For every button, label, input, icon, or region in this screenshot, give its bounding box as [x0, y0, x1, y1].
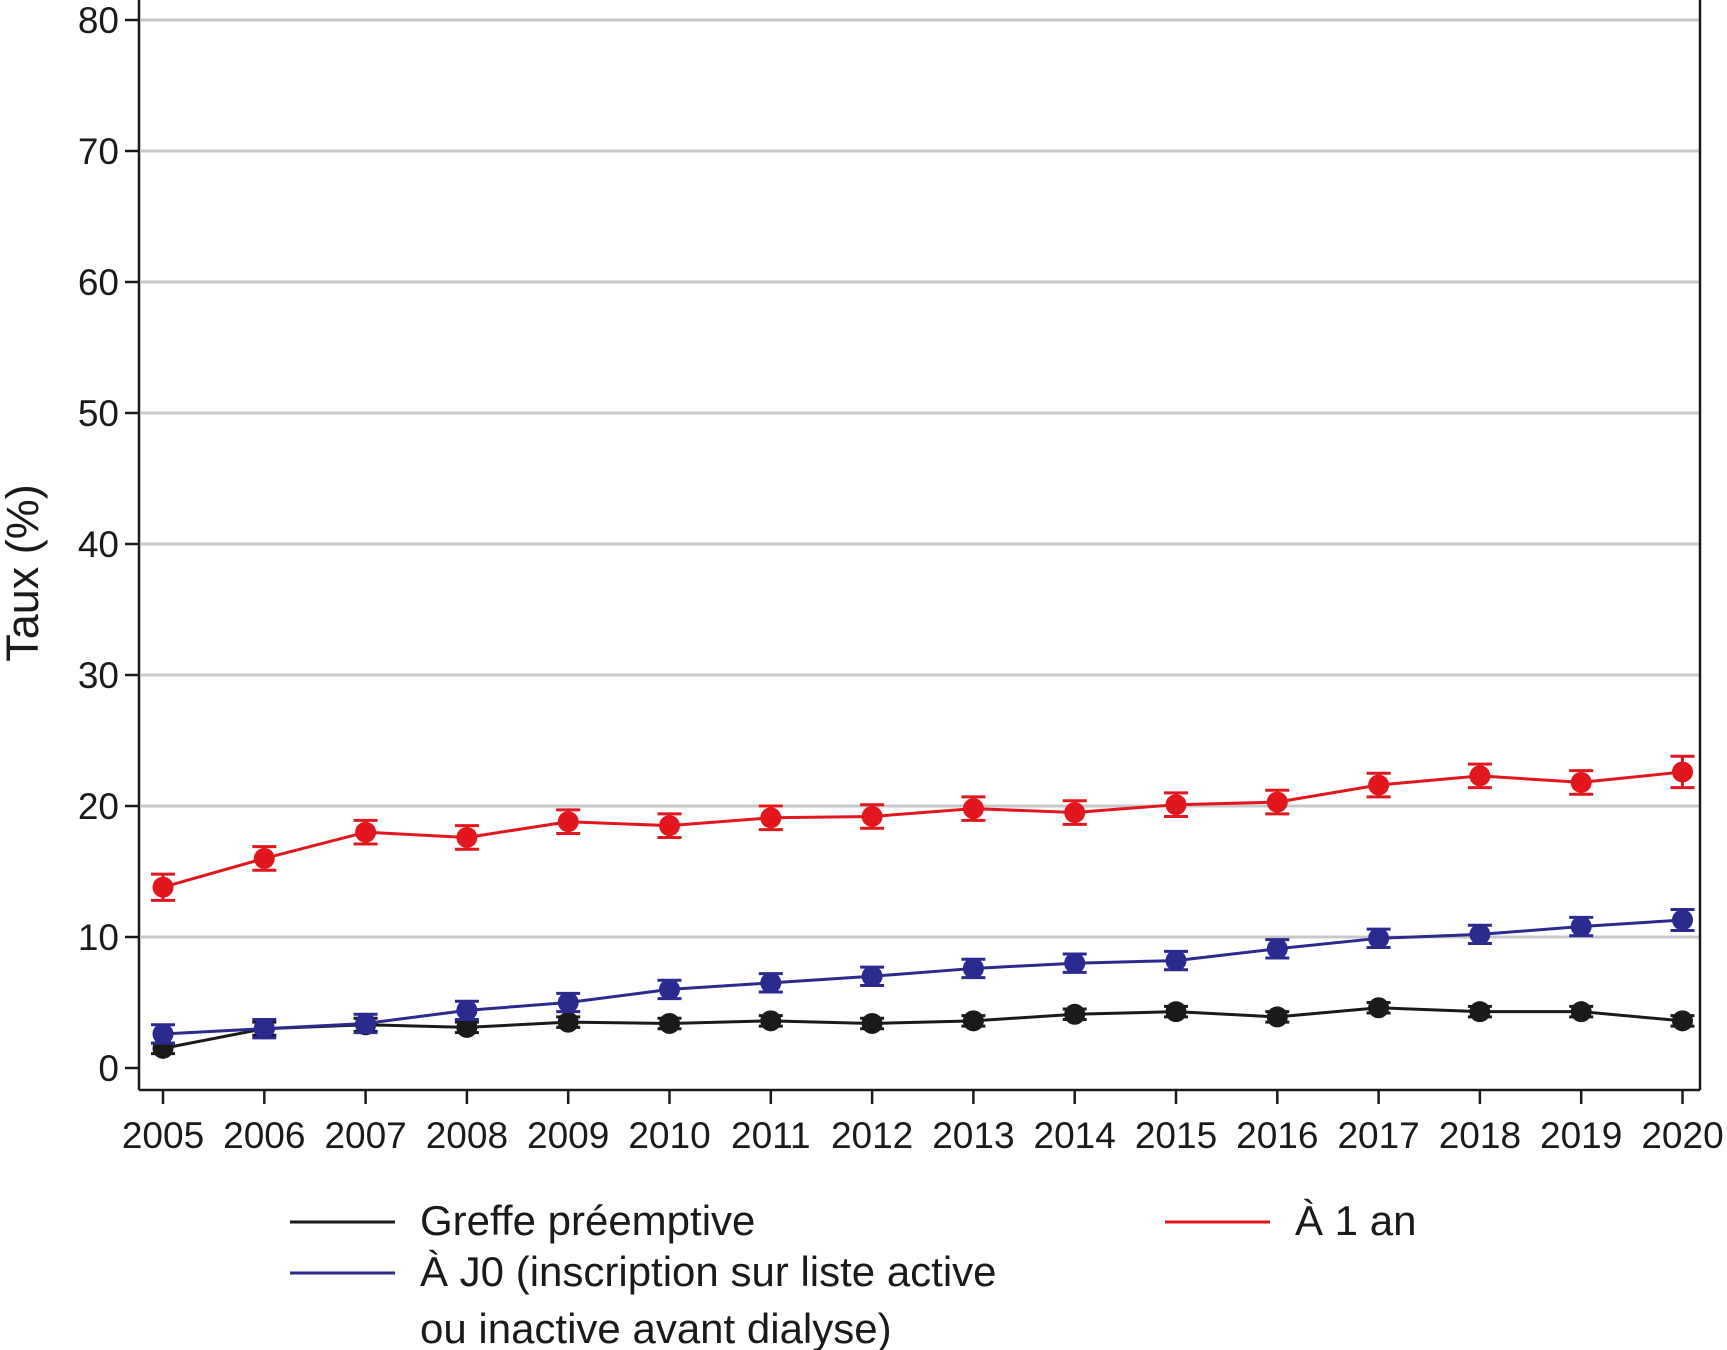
- x-tick-label: 2014: [1034, 1115, 1116, 1156]
- x-tick-label: 2015: [1135, 1115, 1217, 1156]
- legend-label: ou inactive avant dialyse): [420, 1305, 892, 1350]
- data-point: [355, 821, 377, 843]
- data-point: [557, 992, 579, 1013]
- y-tick-label: 20: [78, 786, 119, 827]
- series-group: [151, 754, 1695, 1059]
- data-point: [253, 847, 275, 869]
- data-point: [962, 798, 984, 820]
- legend-item-1: Greffe préemptive: [290, 1197, 755, 1244]
- x-tick-label: 2011: [731, 1115, 811, 1156]
- data-point: [760, 972, 782, 994]
- data-point: [355, 1012, 377, 1034]
- data-point: [1570, 771, 1592, 793]
- legend-label: À 1 an: [1295, 1197, 1416, 1244]
- data-point: [861, 965, 883, 987]
- data-point: [1266, 938, 1288, 960]
- data-point: [1368, 997, 1390, 1019]
- legend-item-2: À J0 (inscription sur liste active ou ina…: [290, 1248, 997, 1350]
- x-tick-label: 2013: [932, 1115, 1014, 1156]
- data-point: [152, 876, 174, 898]
- y-tick-label: 60: [78, 262, 119, 303]
- x-tick-label: 2005: [122, 1115, 204, 1156]
- series-3: [151, 754, 1695, 902]
- data-point: [659, 978, 680, 1000]
- x-tick-label: 2008: [426, 1115, 508, 1156]
- data-point: [456, 826, 478, 848]
- data-point: [1064, 952, 1086, 974]
- data-point: [1165, 794, 1187, 816]
- data-point: [1672, 761, 1693, 783]
- y-tick-label: 0: [98, 1048, 119, 1089]
- data-point: [557, 1011, 579, 1033]
- data-point: [1469, 923, 1491, 945]
- legend-label: À J0 (inscription sur liste active: [420, 1248, 997, 1295]
- y-axis-ticks: 0 10 20 30 40 50 60 70 80: [78, 0, 139, 1089]
- data-point: [962, 957, 984, 979]
- data-point: [760, 1010, 782, 1032]
- data-point: [760, 807, 782, 829]
- series-line: [162, 918, 1683, 1036]
- data-point: [152, 1023, 174, 1045]
- y-tick-label: 40: [78, 524, 119, 565]
- legend-label: Greffe préemptive: [420, 1197, 755, 1244]
- series-line: [162, 1006, 1683, 1050]
- data-point: [1469, 1001, 1491, 1023]
- data-point: [861, 1012, 883, 1034]
- x-tick-label: 2018: [1439, 1115, 1521, 1156]
- data-point: [1672, 909, 1693, 931]
- data-point: [1570, 1001, 1592, 1023]
- data-point: [1165, 950, 1187, 972]
- data-point: [1672, 1010, 1693, 1032]
- y-tick-label: 70: [78, 131, 119, 172]
- x-tick-label: 2007: [324, 1115, 406, 1156]
- series-line: [162, 770, 1683, 889]
- data-point: [1368, 774, 1390, 796]
- data-point: [1570, 916, 1592, 938]
- data-point: [456, 1016, 478, 1038]
- data-point: [1368, 927, 1390, 949]
- data-point: [659, 815, 680, 837]
- data-point: [456, 999, 478, 1021]
- data-point: [861, 805, 883, 827]
- x-tick-label: 2016: [1236, 1115, 1318, 1156]
- data-point: [1266, 1006, 1288, 1028]
- x-tick-label: 2020: [1641, 1115, 1723, 1156]
- y-axis-label: Taux (%): [0, 484, 48, 662]
- data-point: [1064, 1003, 1086, 1025]
- legend-item-3: À 1 an: [1165, 1197, 1416, 1244]
- data-point: [557, 811, 579, 833]
- y-tick-label: 50: [78, 393, 119, 434]
- y-tick-label: 80: [78, 0, 119, 41]
- x-tick-label: 2010: [628, 1115, 710, 1156]
- data-point: [1165, 1001, 1187, 1023]
- data-point: [1266, 791, 1288, 813]
- x-tick-label: 2017: [1337, 1115, 1419, 1156]
- x-tick-label: 2009: [527, 1115, 609, 1156]
- gridlines: [141, 18, 1700, 939]
- x-tick-label: 2019: [1540, 1115, 1622, 1156]
- y-tick-label: 10: [78, 917, 119, 958]
- series-2: [151, 907, 1695, 1045]
- data-point: [253, 1018, 275, 1040]
- x-axis-ticks: 2005 2006 2007 2008 2009 2010 2011 2012 2013 2014…: [122, 1090, 1724, 1156]
- data-point: [1064, 802, 1086, 824]
- data-point: [659, 1012, 680, 1034]
- data-point: [962, 1010, 984, 1032]
- series-1: [151, 997, 1695, 1059]
- y-tick-label: 30: [78, 655, 119, 696]
- x-tick-label: 2006: [223, 1115, 305, 1156]
- x-tick-label: 2012: [831, 1115, 913, 1156]
- data-point: [1469, 765, 1491, 787]
